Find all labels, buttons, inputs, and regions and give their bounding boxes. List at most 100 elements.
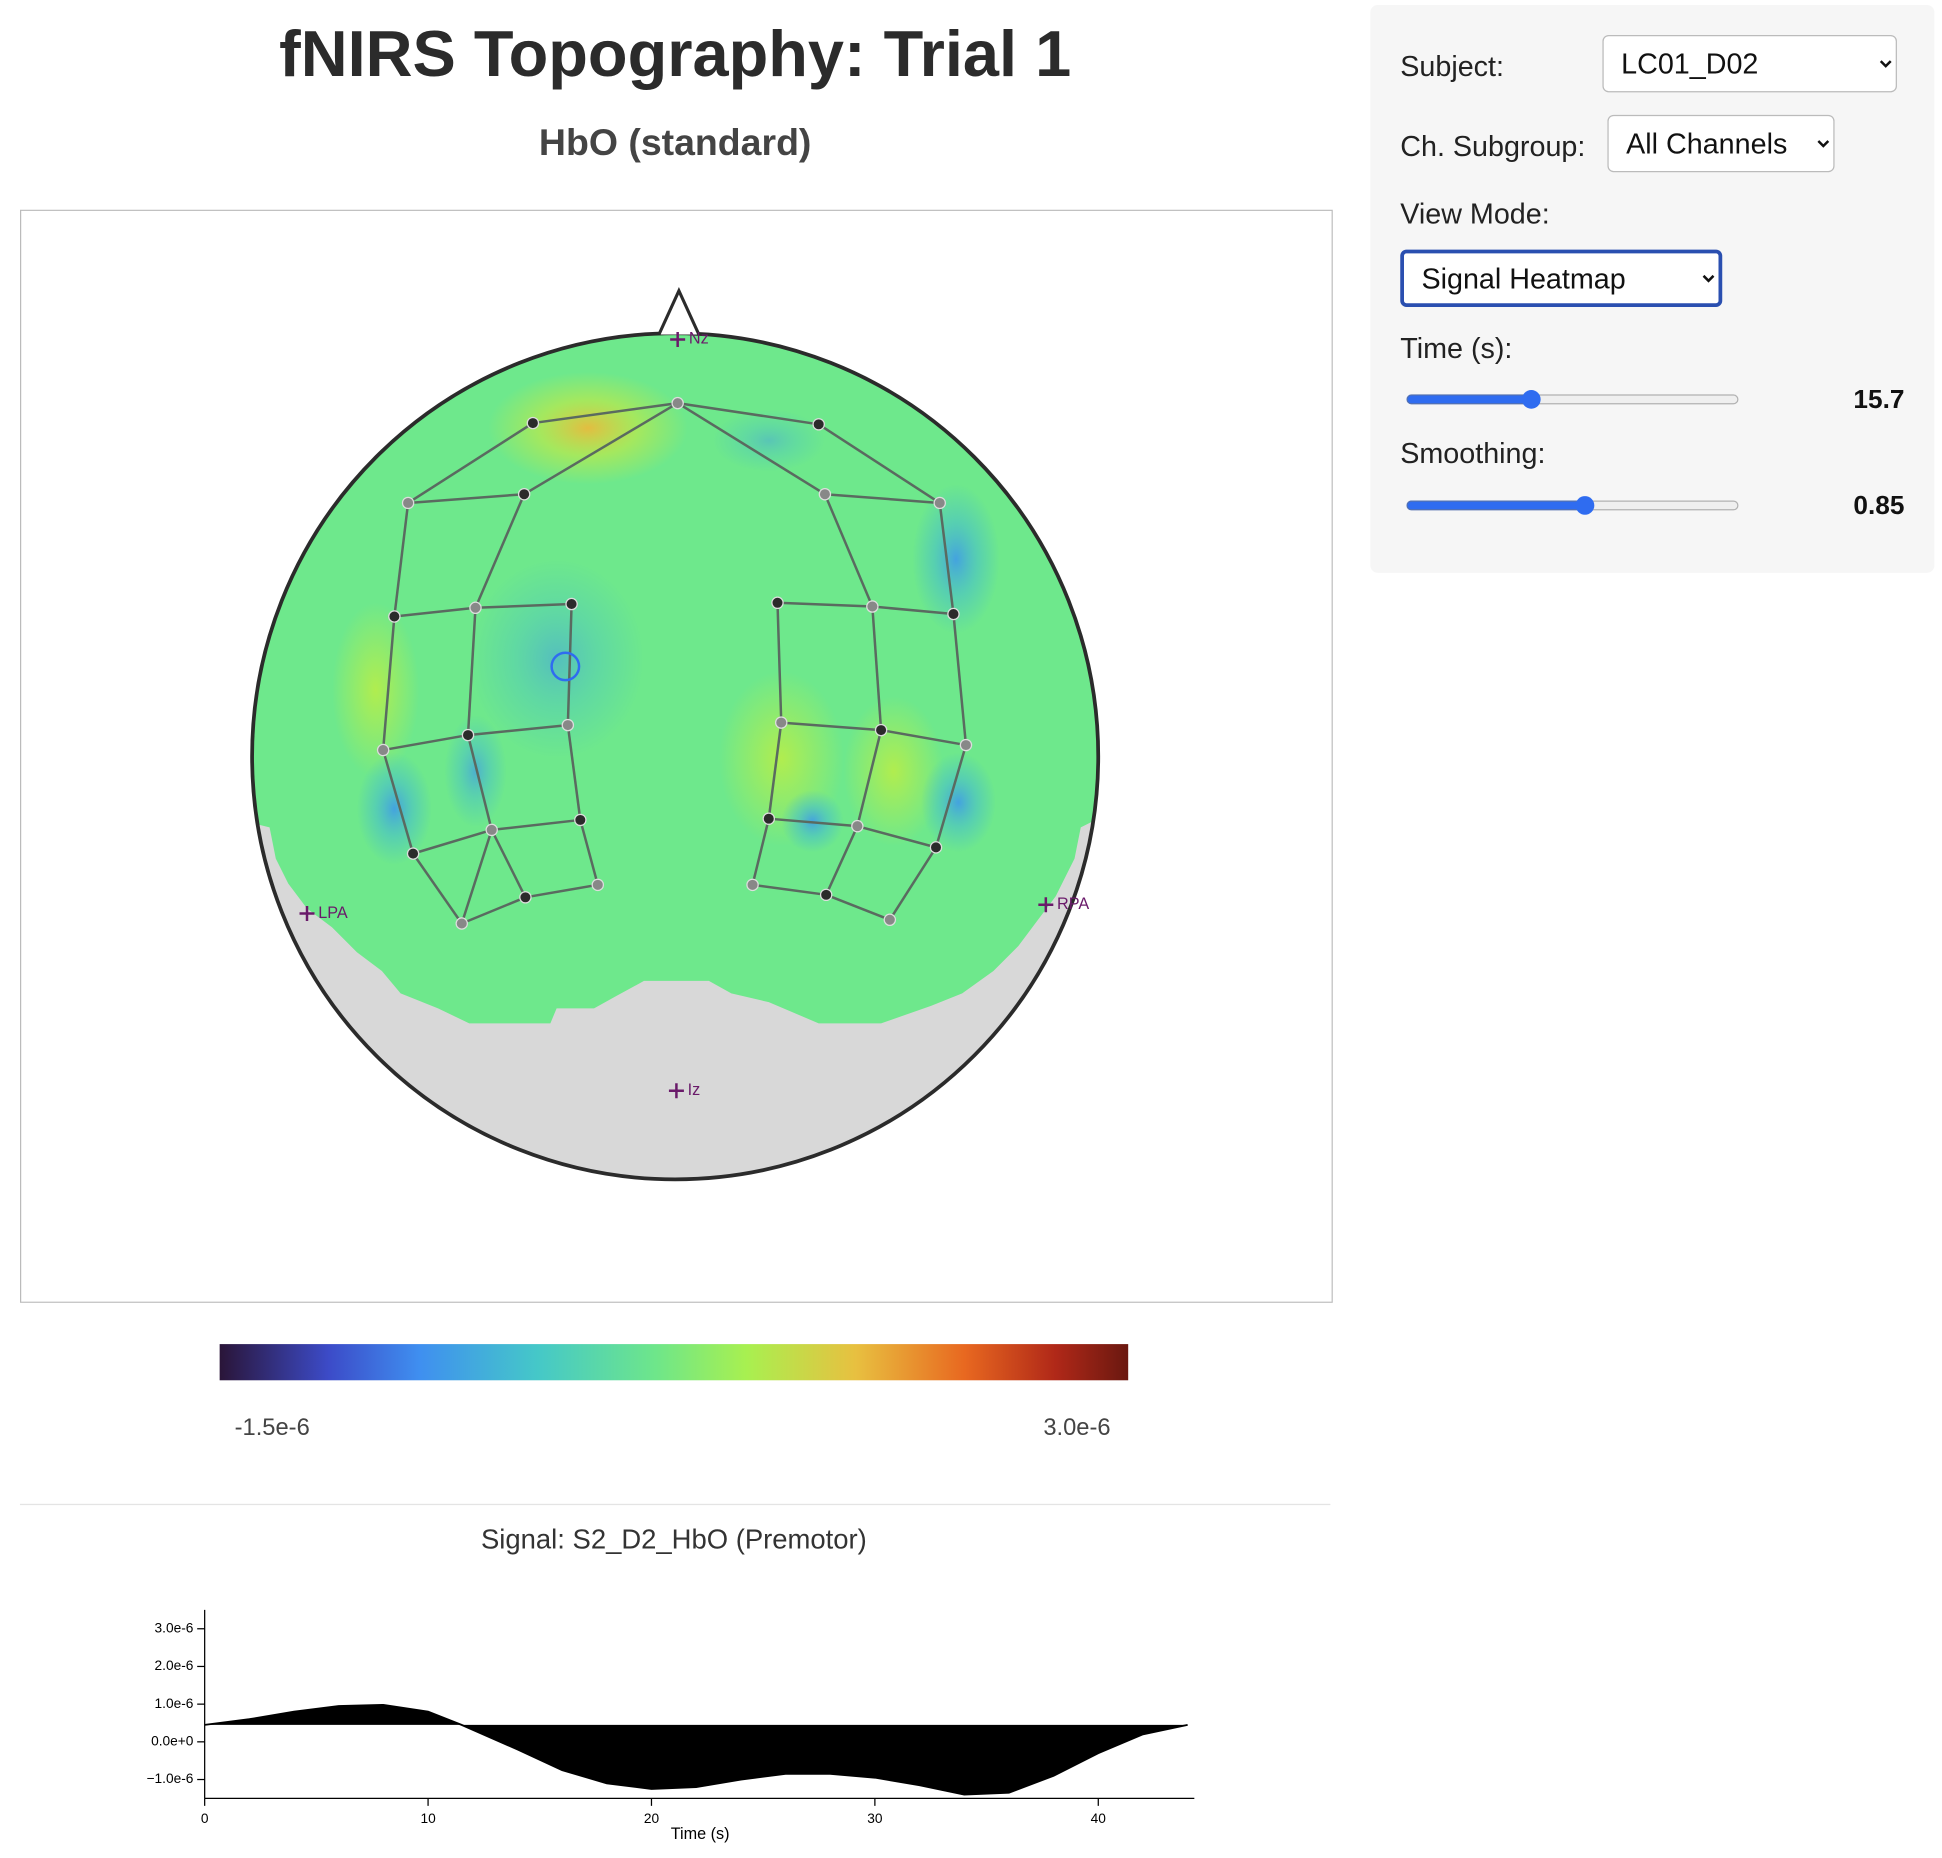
y-tick-label: 1.0e-6 <box>155 1696 194 1711</box>
channel-link <box>412 828 493 855</box>
view-mode-select[interactable]: Signal Heatmap <box>1400 249 1723 308</box>
signal-chart: Signal: S2_D2_HbO (Premotor) Time (s) −1… <box>147 1524 1195 1843</box>
channel-link <box>752 883 827 897</box>
channel-link <box>934 744 968 848</box>
optode <box>746 878 759 892</box>
colorbar-max: 3.0e-6 <box>1043 1415 1111 1442</box>
channel-link <box>751 818 770 886</box>
y-tick-label: 2.0e-6 <box>155 1658 194 1673</box>
y-tick-label: −1.0e-6 <box>147 1771 194 1786</box>
optode <box>455 917 469 930</box>
optode <box>929 841 943 854</box>
channel-link <box>579 819 599 886</box>
channel-link <box>872 605 954 616</box>
x-tick-label: 20 <box>644 1811 660 1826</box>
channel-link <box>777 601 873 608</box>
topography: Nz LPA RPA Iz <box>19 209 1333 1303</box>
landmark-label: Nz <box>689 330 709 348</box>
subject-label: Subject: <box>1400 49 1504 83</box>
page-title: fNIRS Topography: Trial 1 <box>279 18 1072 92</box>
channel-link <box>382 733 469 752</box>
y-tick-label: 0.0e+0 <box>151 1733 194 1748</box>
x-tick-label: 0 <box>201 1811 209 1826</box>
optode <box>561 718 575 732</box>
channel-link <box>818 423 941 504</box>
optode <box>376 743 390 757</box>
channel-link <box>461 896 526 925</box>
channel-link <box>474 493 526 609</box>
channel-link <box>871 606 883 731</box>
optode <box>959 738 973 752</box>
channel-link <box>523 402 679 496</box>
channel-link <box>952 613 968 746</box>
optode <box>517 487 531 501</box>
channel-link <box>938 502 955 615</box>
channel-link <box>467 723 568 737</box>
channel-link <box>525 883 599 899</box>
y-tick-label: 3.0e-6 <box>155 1620 194 1635</box>
optode <box>771 596 784 610</box>
optode-layout <box>376 396 973 930</box>
time-slider[interactable] <box>1405 389 1740 410</box>
channel-link <box>407 422 534 504</box>
subgroup-label: Ch. Subgroup: <box>1400 129 1586 163</box>
landmark-label: LPA <box>318 904 348 922</box>
selected-channel[interactable] <box>550 651 581 682</box>
optode <box>591 878 605 892</box>
channel-link <box>768 817 858 828</box>
optode <box>947 607 960 621</box>
landmark-label: RPA <box>1057 895 1089 913</box>
page-subtitle: HbO (standard) <box>538 122 812 164</box>
channel-link <box>888 846 938 921</box>
channel-link <box>393 502 410 617</box>
channel-link <box>381 749 415 854</box>
channel-link <box>381 616 396 751</box>
channel-link <box>781 721 882 732</box>
x-tick-label: 10 <box>420 1811 436 1826</box>
optode <box>461 728 475 742</box>
landmark-cross <box>1038 897 1054 913</box>
subgroup-select[interactable]: All Channels <box>1607 114 1835 173</box>
channel-link <box>466 734 493 831</box>
channel-link <box>412 852 463 925</box>
channel-link <box>825 893 891 921</box>
channel-link <box>394 606 476 618</box>
optode <box>866 600 879 613</box>
x-axis-label: Time (s) <box>671 1825 730 1843</box>
optode <box>401 496 415 510</box>
channel-link <box>475 602 572 610</box>
chart-title: Signal: S2_D2_HbO (Premotor) <box>481 1524 867 1555</box>
optode <box>818 487 832 501</box>
optode <box>819 888 833 902</box>
subject-select[interactable]: LC01_D02 <box>1602 34 1897 93</box>
smoothing-slider[interactable] <box>1405 495 1740 516</box>
optode <box>671 396 684 410</box>
optode <box>388 610 401 623</box>
optode <box>874 723 888 737</box>
channel-link <box>566 724 582 821</box>
colorbar-min: -1.5e-6 <box>234 1415 310 1442</box>
optode <box>812 418 825 431</box>
landmark-cross <box>668 1083 684 1099</box>
smoothing-value: 0.85 <box>1853 491 1905 521</box>
channel-link <box>460 829 493 924</box>
channel-link <box>823 493 874 608</box>
optode <box>485 823 498 837</box>
channel-link <box>490 829 527 898</box>
channel-link <box>767 722 783 819</box>
optode <box>775 716 788 729</box>
channel-link <box>824 492 940 505</box>
optode <box>406 847 420 860</box>
landmarks: Nz LPA RPA Iz <box>299 330 1089 1099</box>
control-panel: Subject: LC01_D02 Ch. Subgroup: All Chan… <box>1370 4 1935 573</box>
signal-line <box>204 1703 1188 1796</box>
optode <box>574 813 587 827</box>
smoothing-label: Smoothing: <box>1400 436 1546 470</box>
nose <box>657 287 701 336</box>
x-tick-label: 40 <box>1091 1811 1107 1826</box>
landmark-cross <box>299 906 315 922</box>
channel-link <box>880 728 967 747</box>
optode <box>565 597 578 611</box>
optode <box>526 416 540 430</box>
